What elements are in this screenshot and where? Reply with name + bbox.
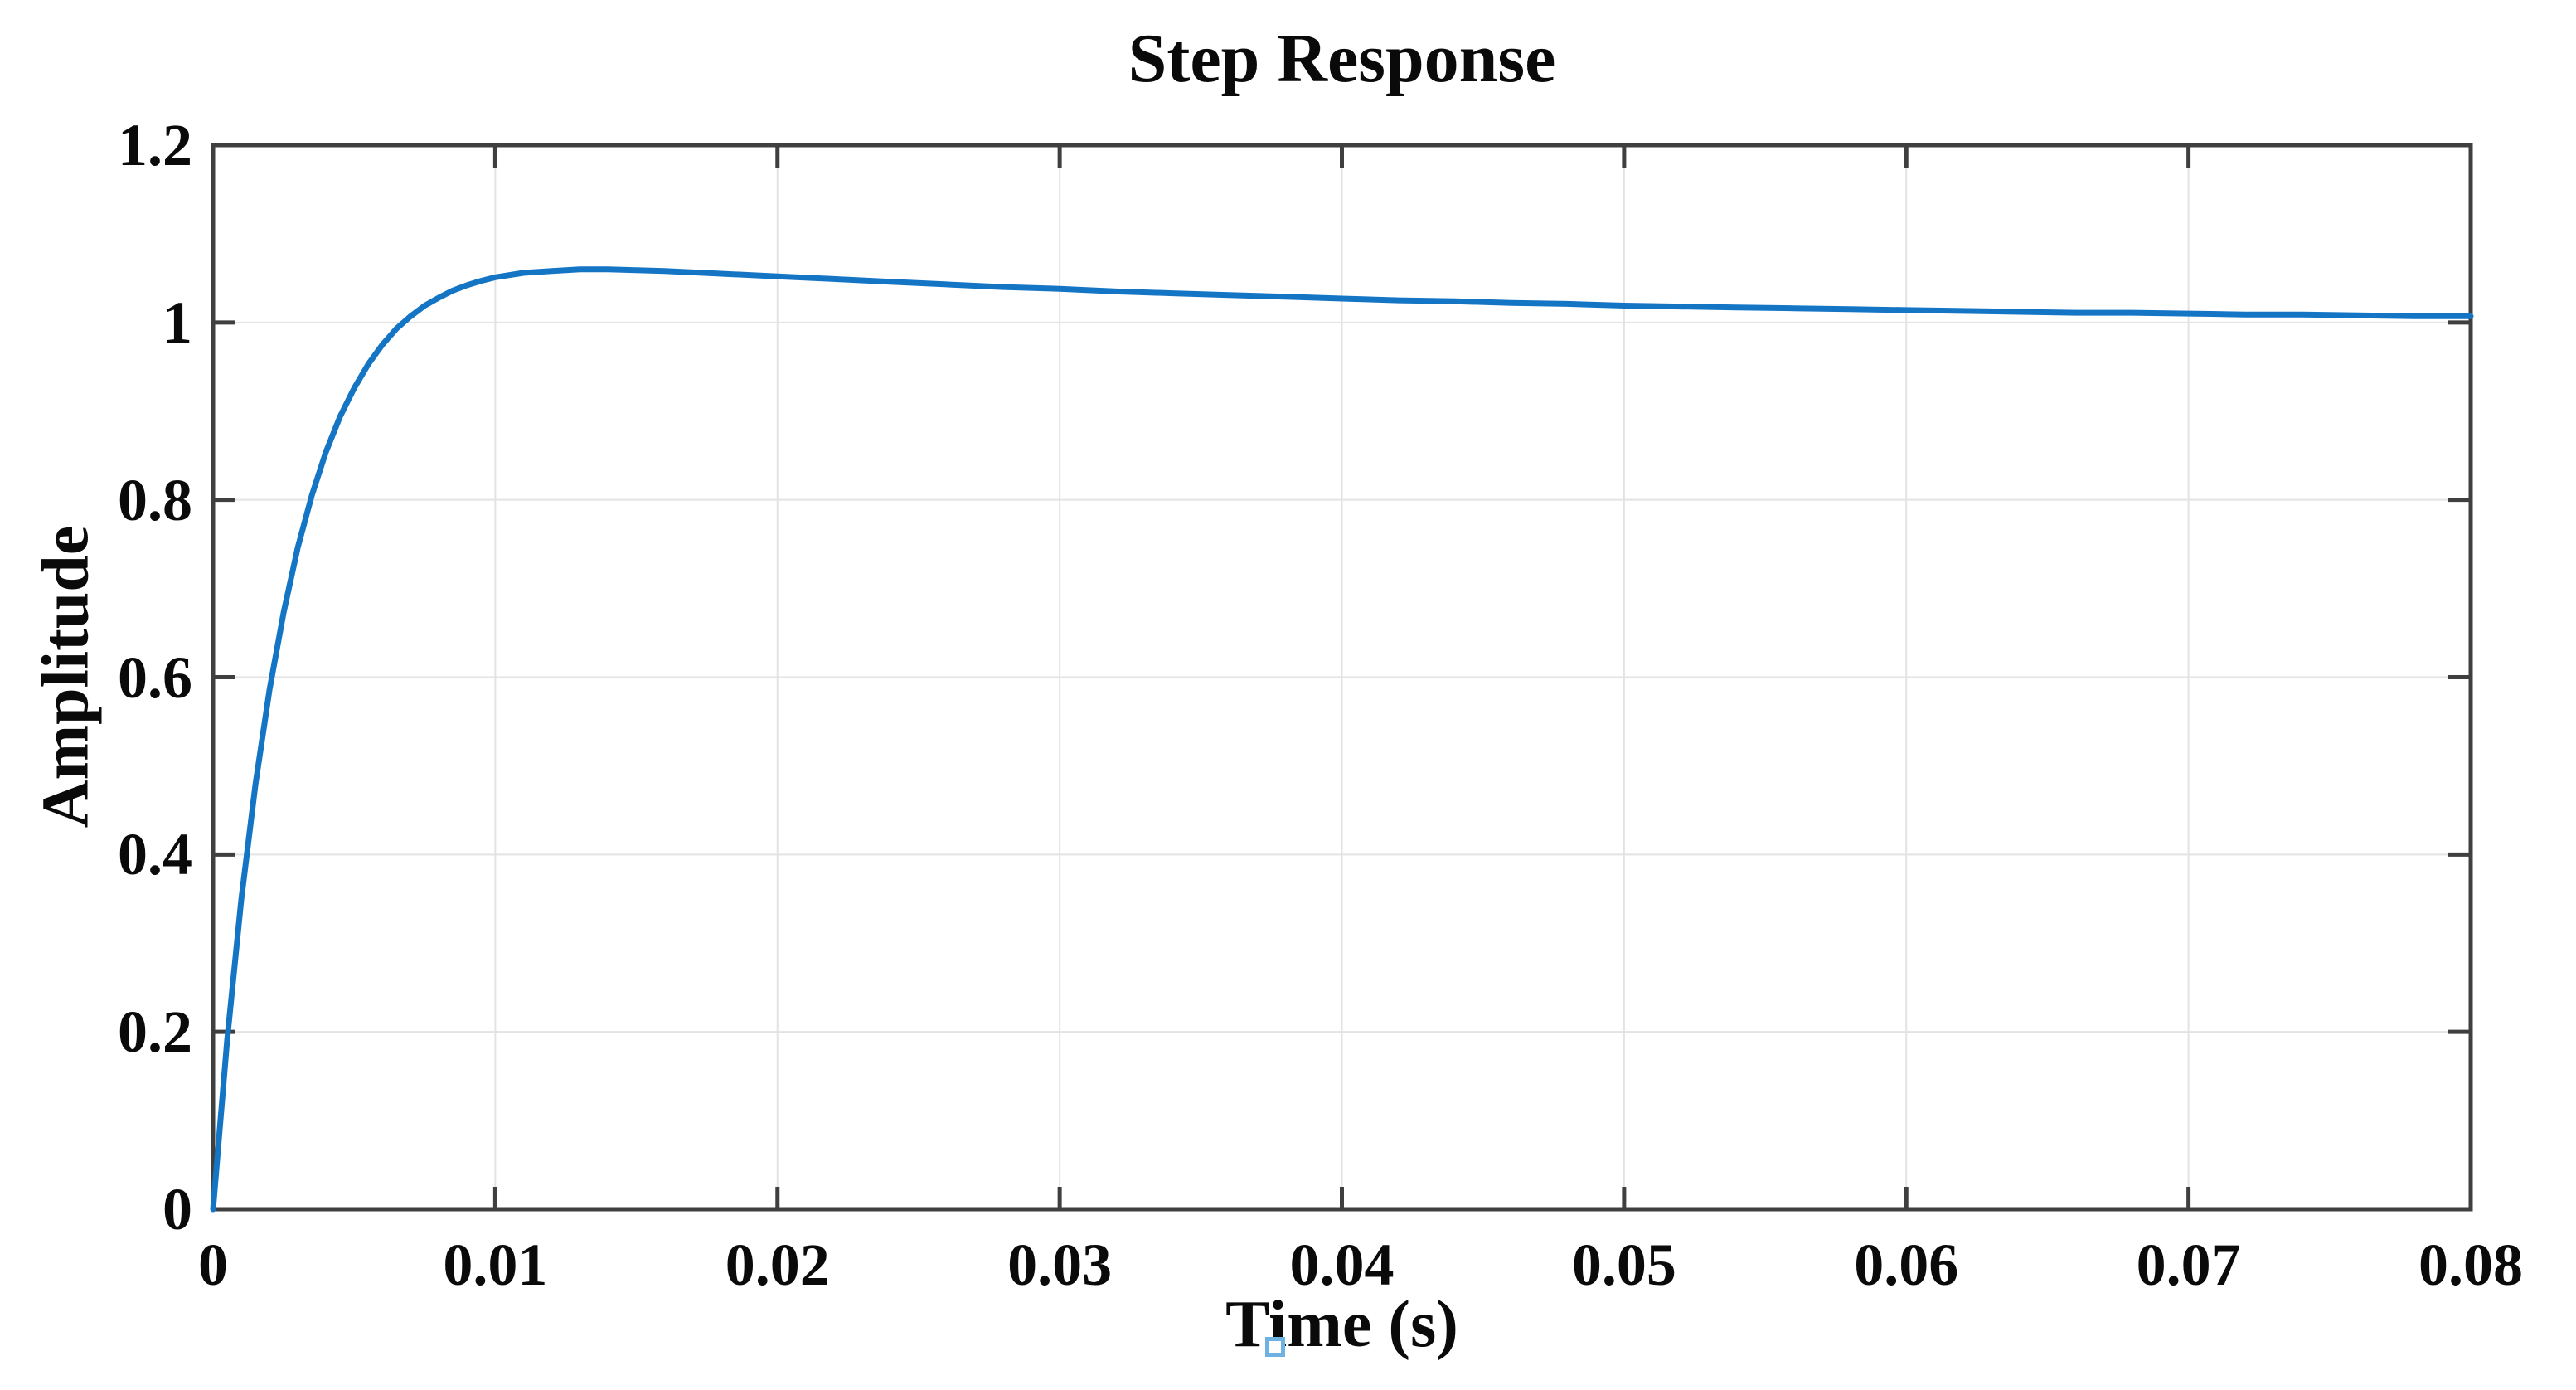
x-tick-label: 0.07 <box>2136 1232 2241 1298</box>
y-tick-label: 0.8 <box>118 466 192 533</box>
y-tick-label: 1 <box>163 289 192 356</box>
y-tick-label: 0.4 <box>118 821 192 888</box>
x-tick-label: 0 <box>198 1232 228 1298</box>
y-tick-label: 0.2 <box>118 999 192 1066</box>
x-tick-label: 0.02 <box>725 1232 830 1298</box>
x-tick-label: 0.06 <box>1854 1232 1959 1298</box>
x-tick-label: 0.08 <box>2418 1232 2523 1298</box>
y-tick-label: 0 <box>163 1176 192 1242</box>
y-axis-label: Amplitude <box>29 525 103 829</box>
chart-title: Step Response <box>1128 20 1556 97</box>
x-tick-label: 0.03 <box>1007 1232 1113 1298</box>
response-curve <box>210 266 2474 1213</box>
y-tick-label: 1.2 <box>118 112 192 178</box>
x-tick-label: 0.01 <box>443 1232 548 1298</box>
text-cursor-artifact <box>1265 1337 1285 1357</box>
y-tick-label: 0.6 <box>118 644 192 711</box>
x-tick-label: 0.04 <box>1289 1232 1395 1298</box>
x-tick-label: 0.05 <box>1571 1232 1676 1298</box>
x-axis-label: Time (s) <box>1225 1288 1458 1361</box>
